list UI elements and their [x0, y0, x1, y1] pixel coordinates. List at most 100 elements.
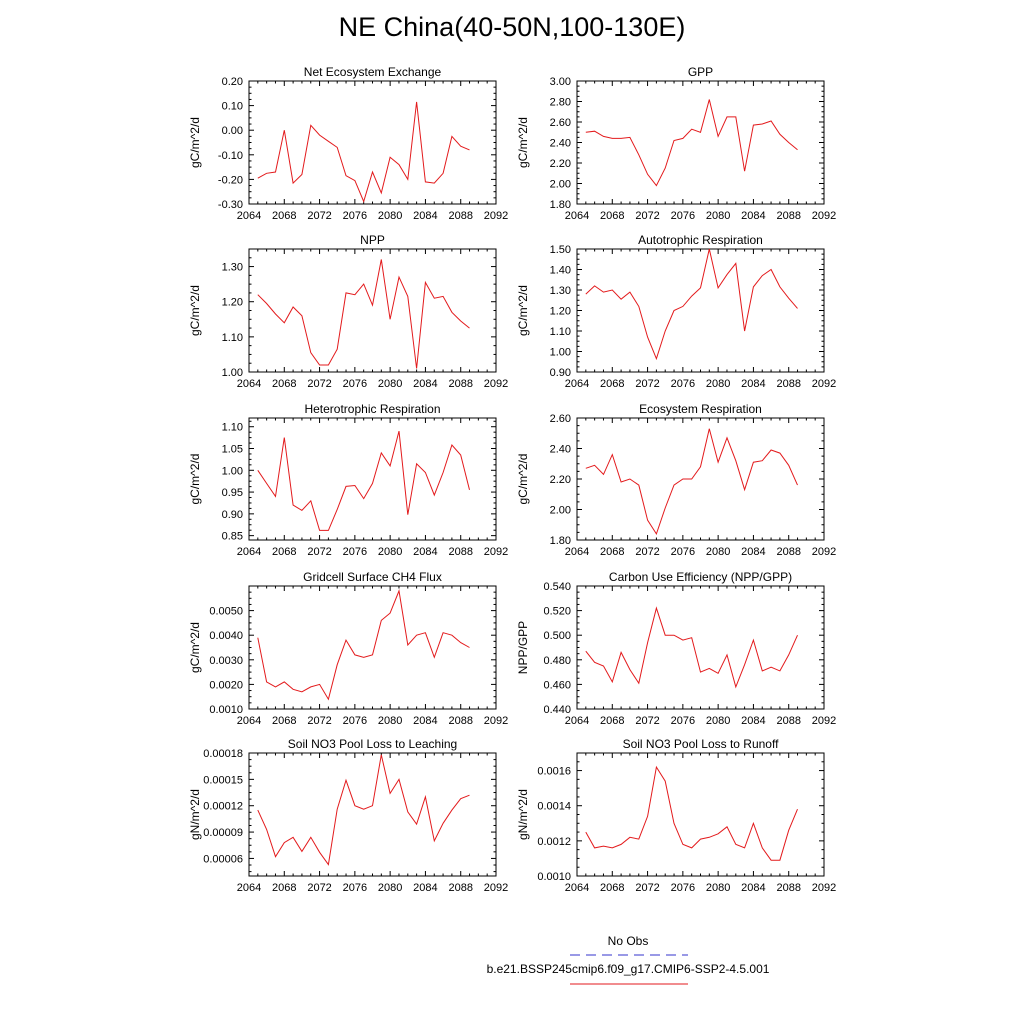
y-tick-label: 0.540	[543, 581, 571, 593]
x-tick-label: 2076	[671, 378, 695, 390]
x-tick-label: 2076	[671, 882, 695, 894]
y-tick-label: 1.10	[222, 332, 243, 344]
y-tick-label: 1.00	[550, 347, 571, 359]
x-tick-label: 2084	[741, 715, 765, 727]
series-line	[585, 99, 798, 187]
panel-soil-no3-pool-loss-to-leaching: Soil NO3 Pool Loss to Leaching gN/m^2/d 20…	[188, 737, 508, 894]
x-tick-label: 2080	[706, 715, 730, 727]
panel-ecosystem-respiration: Ecosystem Respiration gC/m^2/d 2064 2068 207…	[516, 402, 836, 558]
series-line	[257, 589, 470, 701]
plot-frame	[576, 417, 825, 541]
x-tick-label: 2068	[272, 715, 296, 727]
y-tick-label: 2.40	[550, 138, 571, 150]
y-tick-label: 2.60	[550, 413, 571, 425]
x-tick-label: 2068	[272, 210, 296, 222]
y-tick-label: 0.480	[543, 655, 571, 667]
panel-gridcell-surface-ch4-flux: Gridcell Surface CH4 Flux gC/m^2/d 2064 206…	[188, 570, 508, 727]
x-tick-label: 2068	[272, 882, 296, 894]
x-tick-label: 2068	[600, 378, 624, 390]
x-tick-label: 2080	[706, 210, 730, 222]
x-tick-label: 2080	[378, 546, 402, 558]
y-axis-label: gC/m^2/d	[188, 622, 202, 673]
y-tick-label: 0.0016	[537, 766, 571, 778]
legend-model-label: b.e21.BSSP245cmip6.f09_g17.CMIP6-SSP2-4.…	[487, 962, 770, 976]
x-tick-label: 2088	[448, 882, 472, 894]
x-tick-label: 2088	[448, 378, 472, 390]
x-tick-label: 2076	[343, 378, 367, 390]
y-tick-label: 2.60	[550, 117, 571, 129]
plot-frame	[576, 80, 825, 205]
plot-frame	[248, 417, 497, 541]
x-tick-label: 2092	[812, 378, 836, 390]
y-tick-label: -0.30	[218, 199, 243, 211]
x-tick-label: 2080	[706, 546, 730, 558]
x-tick-label: 2084	[741, 378, 765, 390]
x-tick-label: 2092	[812, 546, 836, 558]
legend-obs-label: No Obs	[608, 934, 649, 948]
legend: No Obs b.e21.BSSP245cmip6.f09_g17.CMIP6-…	[487, 934, 770, 985]
panel-gpp: GPP gC/m^2/d 2064 2068 2072 2076 2080 2084 2088 2…	[516, 65, 836, 222]
x-tick-label: 2080	[706, 882, 730, 894]
y-tick-label: 0.0010	[537, 871, 571, 883]
y-tick-label: 0.95	[222, 487, 243, 499]
x-tick-label: 2064	[565, 210, 589, 222]
y-tick-label: 1.80	[550, 199, 571, 211]
panel-title: Carbon Use Efficiency (NPP/GPP)	[609, 570, 792, 584]
x-tick-label: 2092	[812, 715, 836, 727]
x-tick-label: 2088	[776, 378, 800, 390]
y-tick-label: 0.520	[543, 606, 571, 618]
x-tick-label: 2088	[776, 546, 800, 558]
y-tick-label: 0.440	[543, 704, 571, 716]
y-tick-label: 2.20	[550, 474, 571, 486]
y-tick-label: 0.0030	[209, 655, 243, 667]
y-tick-label: 0.20	[222, 76, 243, 88]
panel-title: Heterotrophic Respiration	[304, 402, 440, 416]
y-axis-label: gC/m^2/d	[188, 117, 202, 168]
x-tick-label: 2084	[413, 546, 437, 558]
panel-soil-no3-pool-loss-to-runoff: Soil NO3 Pool Loss to Runoff gN/m^2/d 2064…	[516, 737, 836, 894]
x-tick-label: 2064	[237, 378, 261, 390]
x-tick-label: 2092	[484, 378, 508, 390]
y-tick-label: 1.20	[222, 297, 243, 309]
x-tick-label: 2084	[741, 210, 765, 222]
x-tick-label: 2076	[343, 882, 367, 894]
y-axis-label: NPP/GPP	[516, 621, 530, 674]
series-line	[257, 430, 470, 531]
x-tick-label: 2084	[413, 378, 437, 390]
y-tick-label: 1.00	[222, 367, 243, 379]
x-tick-label: 2064	[565, 378, 589, 390]
y-tick-label: 1.10	[550, 326, 571, 338]
y-tick-label: 0.90	[222, 509, 243, 521]
panel-autotrophic-respiration: Autotrophic Respiration gC/m^2/d 2064 2068 2…	[516, 233, 836, 390]
x-tick-label: 2068	[272, 546, 296, 558]
x-tick-label: 2072	[635, 546, 659, 558]
x-tick-label: 2064	[565, 715, 589, 727]
series-line	[257, 754, 470, 866]
x-tick-label: 2064	[237, 715, 261, 727]
panel-title: Gridcell Surface CH4 Flux	[303, 570, 442, 584]
x-tick-label: 2072	[307, 210, 331, 222]
x-tick-label: 2084	[413, 882, 437, 894]
x-tick-label: 2072	[307, 546, 331, 558]
x-tick-label: 2068	[600, 546, 624, 558]
x-tick-label: 2084	[413, 715, 437, 727]
y-tick-label: 0.00009	[203, 827, 243, 839]
x-tick-label: 2064	[565, 546, 589, 558]
x-tick-label: 2084	[741, 882, 765, 894]
y-tick-label: 0.0010	[209, 704, 243, 716]
series-line	[257, 259, 470, 369]
x-tick-label: 2088	[776, 715, 800, 727]
y-tick-label: 2.40	[550, 444, 571, 456]
x-tick-label: 2080	[378, 882, 402, 894]
y-tick-label: 0.00006	[203, 853, 243, 865]
x-tick-label: 2068	[600, 882, 624, 894]
x-tick-label: 2092	[812, 882, 836, 894]
x-tick-label: 2068	[600, 715, 624, 727]
y-axis-label: gN/m^2/d	[188, 789, 202, 840]
x-tick-label: 2064	[565, 882, 589, 894]
y-tick-label: 3.00	[550, 76, 571, 88]
series-line	[585, 248, 798, 361]
x-tick-label: 2072	[635, 715, 659, 727]
panel-title: Soil NO3 Pool Loss to Runoff	[623, 737, 780, 751]
x-tick-label: 2088	[448, 210, 472, 222]
